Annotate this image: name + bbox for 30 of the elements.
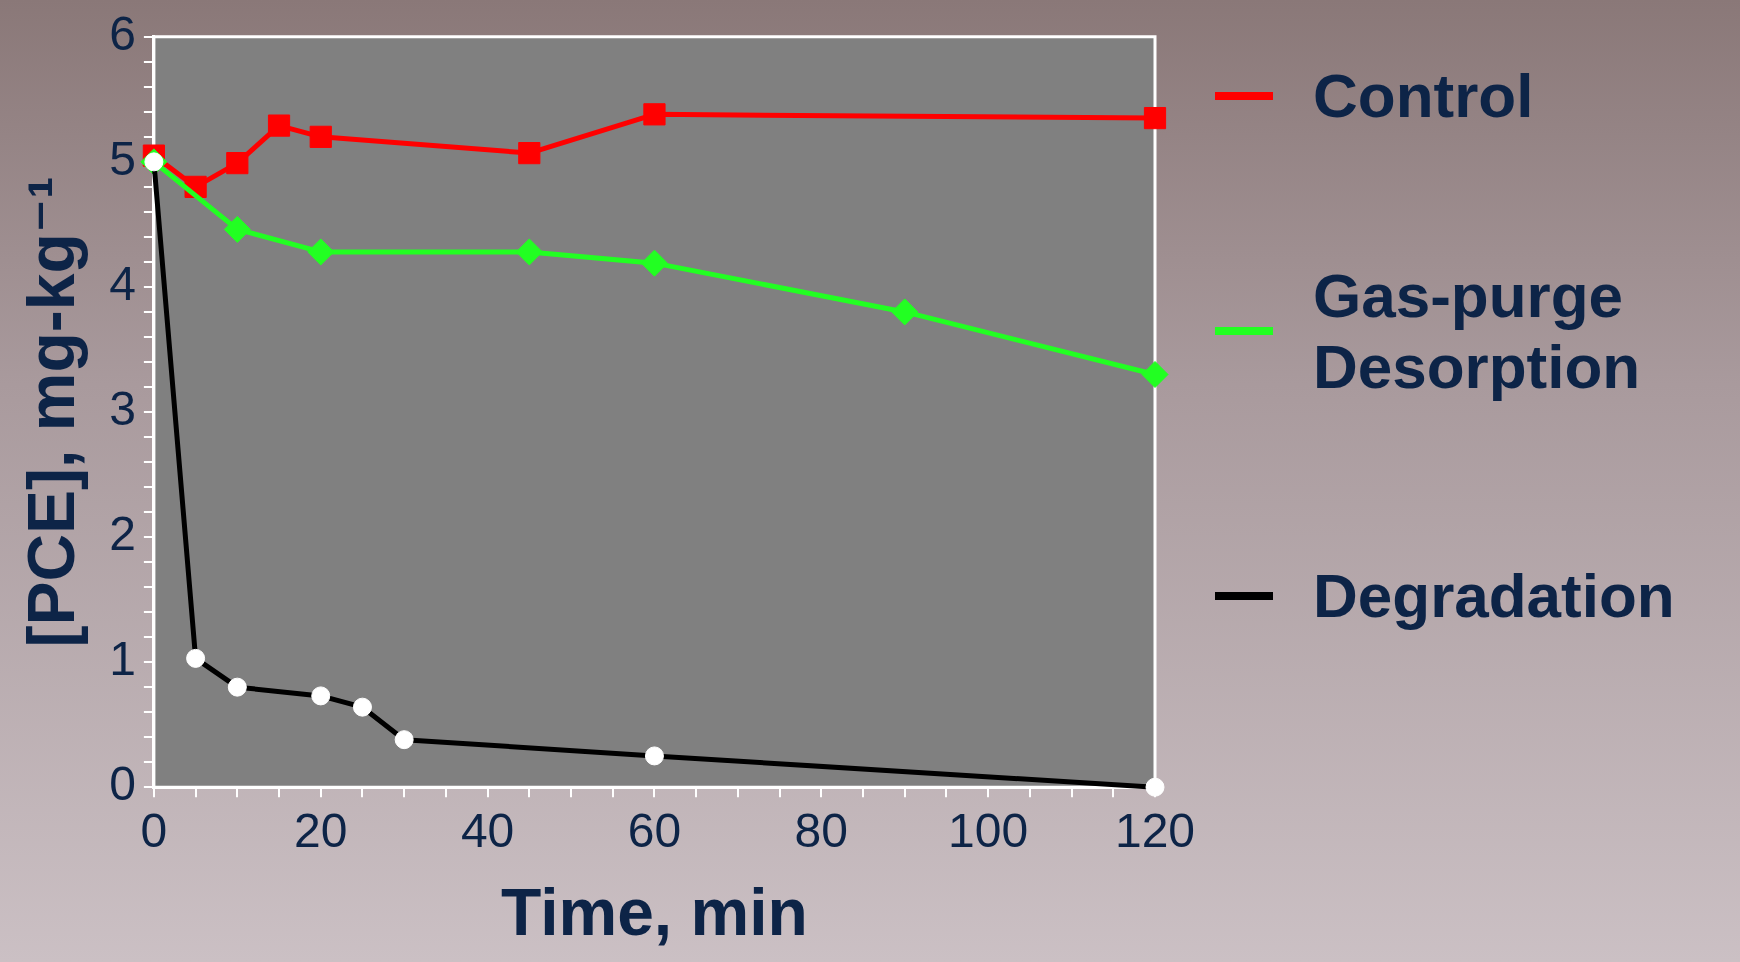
legend-label: Degradation [1313,560,1675,632]
legend-label: Control [1313,60,1534,132]
x-tick-label: 100 [948,804,1029,858]
point [640,249,668,277]
point [515,238,543,266]
x-tick-label: 60 [627,804,682,858]
point [309,125,332,148]
x-tick-label: 20 [294,804,348,858]
y-axis-title: [PCE], mg-kg⁻¹ [13,176,88,648]
y-tick-label: 4 [109,257,136,311]
y-tick-label: 5 [109,132,136,186]
point [226,152,249,175]
point [223,215,251,243]
x-axis-title: Time, min [501,874,808,949]
point [307,238,335,266]
x-tick-label: 40 [460,804,515,858]
y-tick-label: 6 [109,7,136,61]
point [267,114,291,137]
x-tick-label: 80 [794,804,848,858]
y-tick-label: 3 [109,382,136,436]
y-tick-label: 0 [109,757,136,811]
point [1141,360,1169,388]
legend-label: Gas-purge Desorption [1313,260,1642,403]
x-tick-label: 120 [1114,804,1196,858]
point [891,298,919,326]
point [518,142,541,165]
y-tick-label: 2 [109,507,136,561]
y-tick-label: 1 [109,632,136,686]
point [1143,106,1167,130]
point [643,103,666,126]
